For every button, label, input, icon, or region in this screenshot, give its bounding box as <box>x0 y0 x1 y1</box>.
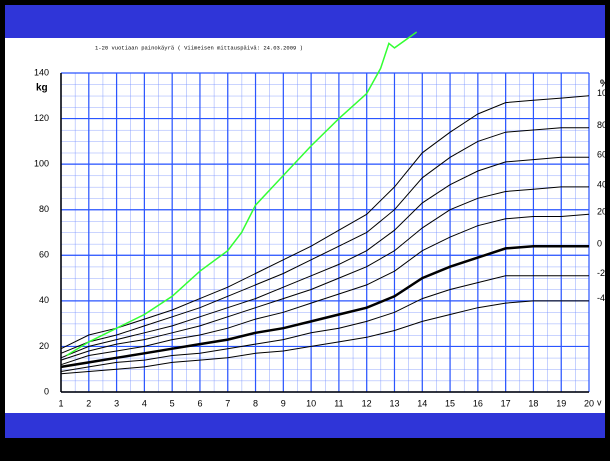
series-label: -40 <box>597 293 610 303</box>
x-tick-label: 16 <box>473 398 483 408</box>
series-label: 20 <box>597 207 607 217</box>
x-tick-label: 12 <box>362 398 372 408</box>
series-line <box>60 156 589 359</box>
series-label: 0 <box>597 239 602 249</box>
x-tick-label: 11 <box>334 398 343 408</box>
x-tick-label: 18 <box>528 398 538 408</box>
x-tick-label: 6 <box>197 398 202 408</box>
y-tick-label: 120 <box>34 113 49 123</box>
x-tick-label: 15 <box>445 398 455 408</box>
x-tick-label: 17 <box>501 398 511 408</box>
x-tick-label: 13 <box>389 398 399 408</box>
x-tick-label: 9 <box>281 398 286 408</box>
y-label: kg <box>36 83 48 94</box>
top-bar <box>5 5 605 38</box>
x-tick-label: 7 <box>225 398 230 408</box>
series-label: 60 <box>597 150 607 160</box>
series-label: -20 <box>597 268 610 278</box>
y-tick-label: 20 <box>39 341 49 351</box>
y-tick-label: 60 <box>39 250 49 260</box>
x-tick-label: 3 <box>114 398 119 408</box>
series-line <box>60 275 589 372</box>
series-line <box>60 300 589 375</box>
y-tick-label: 40 <box>39 295 49 305</box>
y-tick-label: 0 <box>44 386 49 396</box>
series-label: 100 <box>597 88 610 98</box>
x-tick-label: 19 <box>556 398 566 408</box>
x-tick-label: 14 <box>417 398 427 408</box>
x-tick-label: 8 <box>253 398 258 408</box>
y-tick-label: 140 <box>34 67 49 77</box>
subtitle: 1-20 vuotiaan painokäyrä ( Viimeisen mit… <box>95 44 303 51</box>
x-tick-label: 20 <box>584 398 594 408</box>
series-line <box>60 95 590 350</box>
x-tick-label: 10 <box>306 398 316 408</box>
x-tick-label: 2 <box>86 398 91 408</box>
x-tick-label: 1 <box>58 398 63 408</box>
series-line <box>60 186 589 361</box>
series-line <box>60 244 589 369</box>
series-label: 80 <box>597 120 607 130</box>
x-tick-label: 4 <box>142 398 147 408</box>
x-tick-label: 5 <box>170 398 175 408</box>
y2-label: % <box>600 79 609 90</box>
series-line <box>60 127 589 354</box>
y-tick-label: 80 <box>39 204 49 214</box>
series-line <box>60 213 590 366</box>
y-tick-label: 100 <box>34 159 49 169</box>
x-label: v <box>597 397 602 407</box>
series-label: 40 <box>597 179 607 189</box>
bottom-bar <box>5 413 605 438</box>
series-line <box>66 31 418 357</box>
